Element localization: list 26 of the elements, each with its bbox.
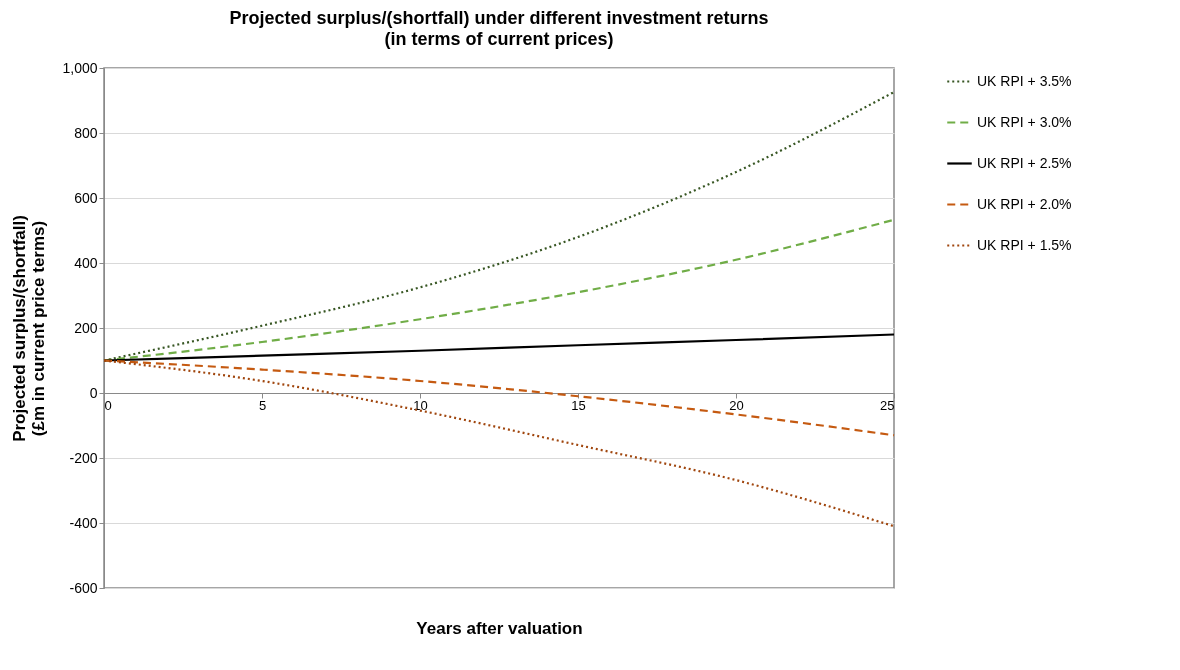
- chart-title: Projected surplus/(shortfall) under different investment returns: [229, 8, 769, 28]
- y-tick-label: 0: [89, 384, 98, 401]
- x-tick-label: 25: [880, 397, 895, 413]
- x-tick-label: 15: [571, 397, 586, 413]
- line-series: [102, 359, 896, 528]
- y-tick-label: 600: [74, 189, 98, 206]
- legend-label: UK RPI + 3.5%: [977, 72, 1072, 89]
- x-tick-label: 5: [258, 397, 267, 413]
- chart-subtitle: (in terms of current prices): [384, 29, 614, 49]
- legend-label: UK RPI + 1.5%: [977, 236, 1072, 253]
- line-series: [102, 359, 896, 437]
- y-tick-label: -200: [69, 449, 98, 466]
- x-axis-title: Years after valuation: [416, 618, 583, 638]
- x-tick-label: 10: [413, 397, 428, 413]
- x-tick-label: 20: [729, 397, 744, 413]
- y-tick-label: -400: [69, 514, 98, 531]
- y-tick-label: -600: [69, 579, 98, 596]
- y-axis-title: Projected surplus/(shortfall) (£m in current price terms): [10, 215, 49, 442]
- y-tick-label: 400: [74, 254, 98, 271]
- x-tick-label: 0: [104, 397, 112, 413]
- legend-label: UK RPI + 3.0%: [977, 113, 1072, 130]
- y-tick-label: 800: [74, 124, 98, 141]
- y-tick-label: 1,000: [62, 59, 98, 76]
- legend-label: UK RPI + 2.5%: [977, 154, 1072, 171]
- y-tick-label: 200: [74, 319, 98, 336]
- legend-label: UK RPI + 2.0%: [977, 195, 1072, 212]
